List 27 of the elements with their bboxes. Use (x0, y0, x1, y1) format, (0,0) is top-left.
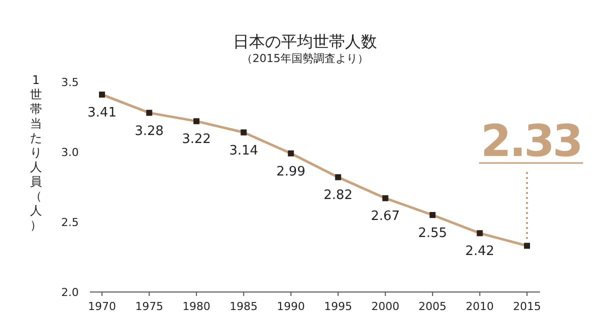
data-label: 2.55 (418, 226, 448, 241)
data-label: 3.14 (229, 143, 258, 158)
x-tick-label: 2010 (466, 300, 494, 313)
chart-subtitle: （2015年国勢調査より） (242, 52, 368, 65)
x-tick-label: 2005 (418, 300, 447, 313)
data-label: 3.22 (182, 132, 211, 148)
data-label: 3.28 (134, 124, 164, 139)
data-label: 2.33 (480, 116, 582, 167)
y-tick-label: 2.5 (61, 216, 79, 229)
x-tick-label: 1975 (135, 300, 164, 313)
text: 1世帯当たり人員（人） (30, 73, 42, 232)
x-tick-label: 1985 (230, 300, 258, 313)
data-label: 2.82 (324, 188, 353, 204)
data-label: 2.42 (465, 244, 494, 260)
chart-title: 日本の平均世帯人数 (233, 32, 377, 51)
y-tick-label: 2.0 (61, 286, 79, 299)
x-tick-label: 1995 (324, 300, 352, 313)
data-label: 2.99 (276, 164, 306, 180)
x-tick-label: 2000 (371, 300, 400, 313)
x-tick-label: 1970 (88, 300, 116, 313)
y-tick-label: 3.0 (61, 146, 79, 159)
data-label: 2.67 (370, 209, 400, 224)
x-tick-label: 2015 (513, 300, 541, 313)
x-tick-label: 1990 (276, 300, 305, 313)
data-label: 3.41 (88, 106, 116, 121)
y-tick-label: 3.5 (61, 76, 79, 89)
x-tick-label: 1980 (182, 300, 210, 313)
